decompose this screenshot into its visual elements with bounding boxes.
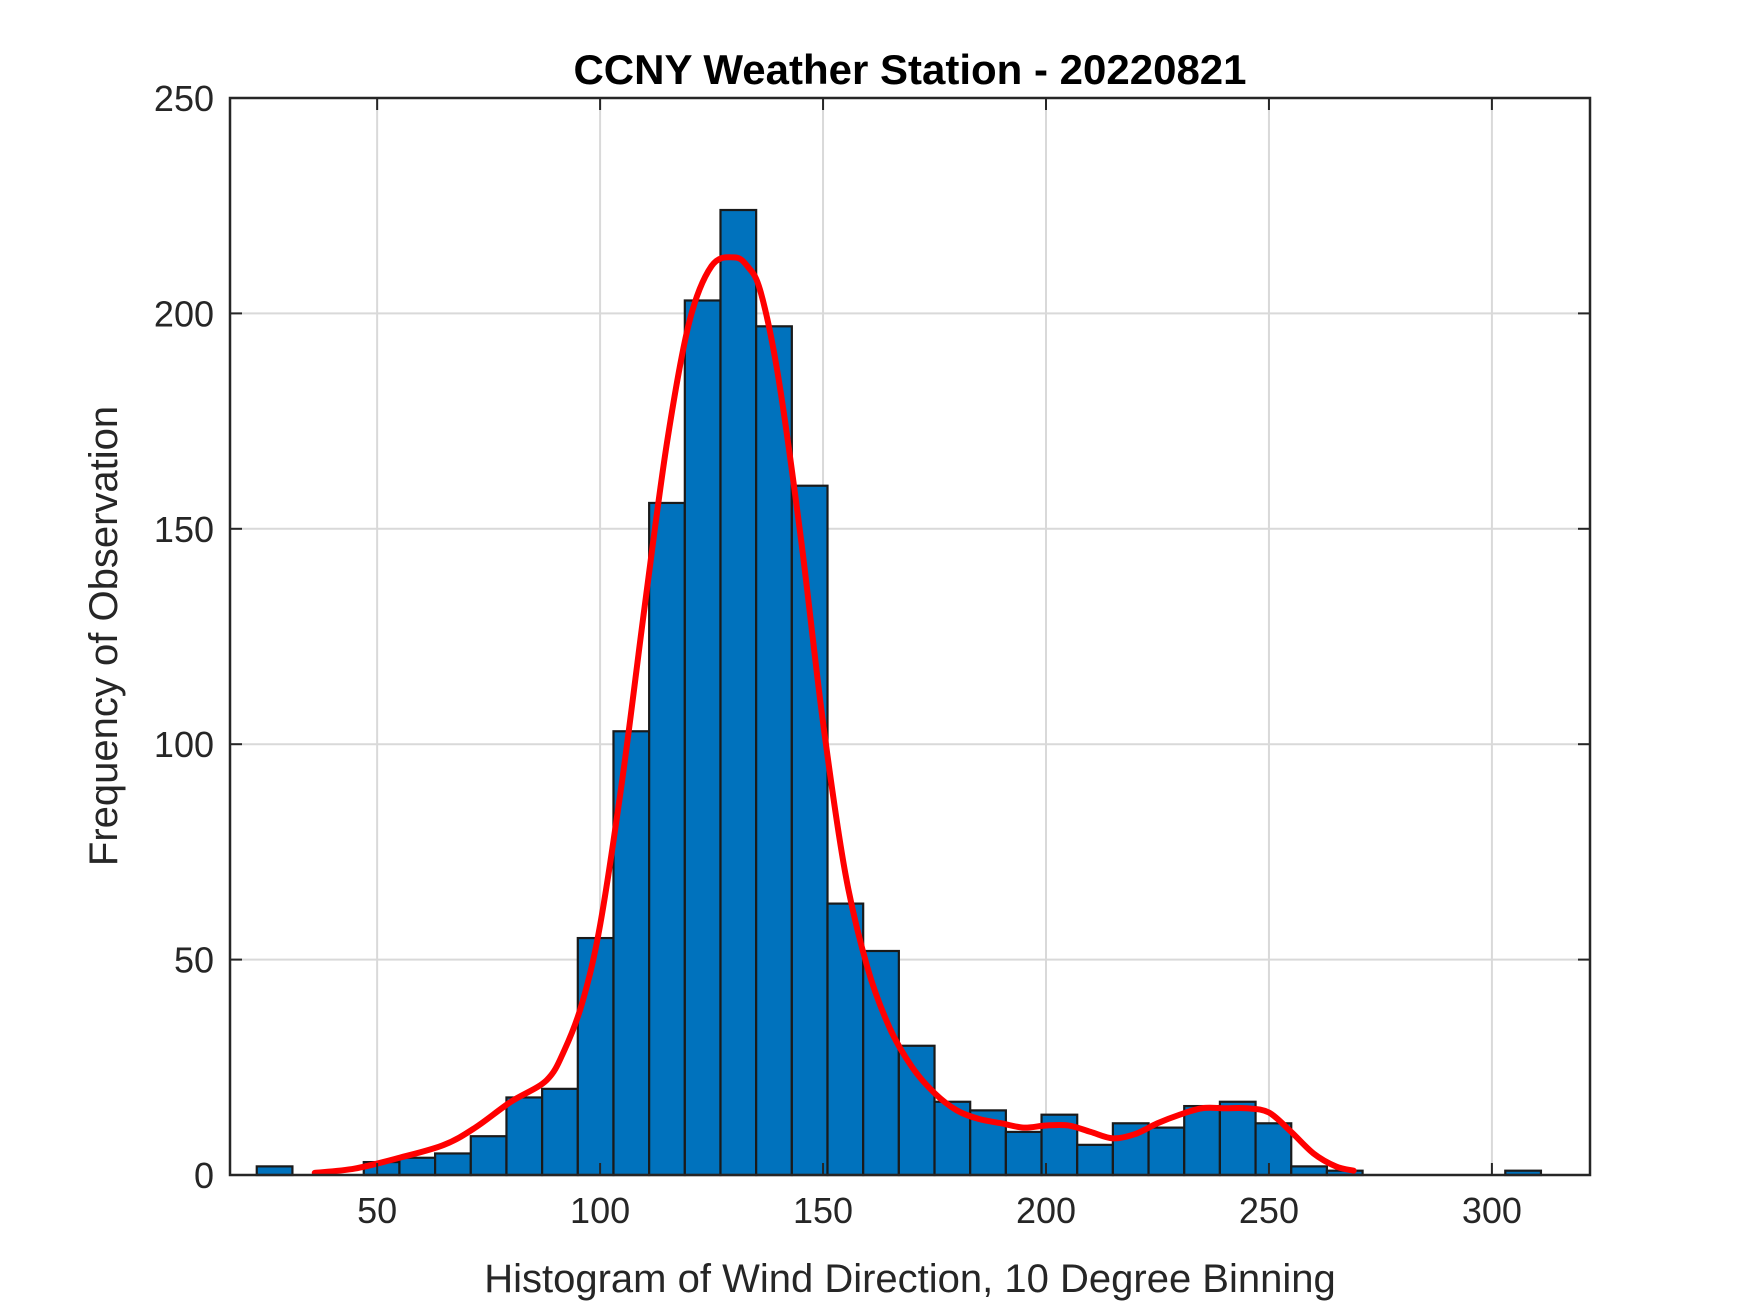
histogram-bar bbox=[469, 1135, 508, 1177]
histogram-bar bbox=[1254, 1122, 1293, 1177]
histogram-bar bbox=[505, 1096, 544, 1177]
y-tick-label: 200 bbox=[154, 293, 214, 334]
x-tick-label: 200 bbox=[1016, 1190, 1076, 1231]
histogram-bar bbox=[897, 1044, 936, 1177]
histogram-bar bbox=[541, 1087, 579, 1177]
histogram-bar bbox=[398, 1156, 437, 1177]
y-tick-label: 150 bbox=[154, 509, 214, 550]
x-tick-label: 50 bbox=[357, 1190, 397, 1231]
histogram-bar bbox=[719, 208, 758, 1177]
histogram-bar bbox=[862, 949, 900, 1177]
y-axis-label: Frequency of Observation bbox=[82, 406, 126, 866]
fit-curve bbox=[311, 254, 1357, 1176]
x-tick-label: 300 bbox=[1462, 1190, 1522, 1231]
histogram-bar bbox=[576, 936, 615, 1177]
chart-title: CCNY Weather Station - 20220821 bbox=[573, 46, 1246, 93]
y-tick-label: 100 bbox=[154, 724, 214, 765]
histogram-bar bbox=[1004, 1130, 1043, 1177]
y-tick-label: 50 bbox=[174, 940, 214, 981]
histogram-bar bbox=[1290, 1165, 1329, 1177]
histogram-bar bbox=[648, 501, 686, 1177]
y-tick-label: 0 bbox=[194, 1155, 214, 1196]
histogram-bar bbox=[826, 902, 865, 1177]
histogram-bar bbox=[1076, 1143, 1114, 1177]
histogram-bar bbox=[1147, 1126, 1186, 1177]
y-tick-label: 250 bbox=[154, 78, 214, 119]
x-tick-label: 150 bbox=[793, 1190, 853, 1231]
plot-frame bbox=[228, 96, 1592, 1177]
x-axis-label: Histogram of Wind Direction, 10 Degree B… bbox=[484, 1257, 1336, 1301]
tick-labels: 50 100 150 200 250 300 0 50 100 150 200 250 bbox=[154, 78, 1522, 1231]
x-tick-label: 250 bbox=[1239, 1190, 1299, 1231]
histogram-bar bbox=[434, 1152, 472, 1177]
x-tick-label: 100 bbox=[570, 1190, 630, 1231]
histogram-bar bbox=[755, 325, 793, 1177]
axis-ticks bbox=[230, 97, 1590, 1176]
histogram-bar bbox=[1218, 1100, 1257, 1177]
histogram-bar bbox=[683, 299, 722, 1177]
histogram-bar bbox=[255, 1165, 294, 1177]
histogram-bar bbox=[1183, 1104, 1222, 1177]
